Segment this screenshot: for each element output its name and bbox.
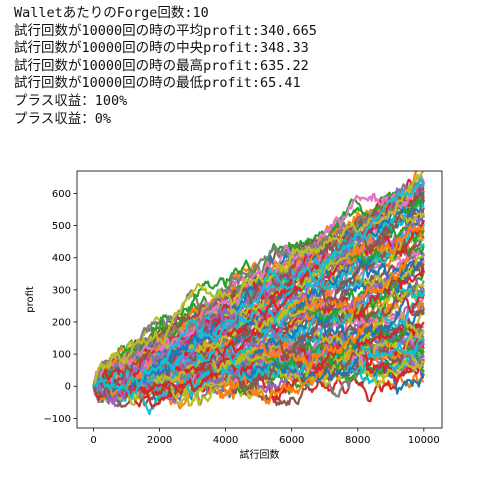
plus-profit-zero-line: プラス収益：0% bbox=[14, 110, 111, 127]
series-line bbox=[92, 177, 425, 392]
x-tick-label: 4000 bbox=[213, 435, 238, 446]
series-lines bbox=[92, 171, 425, 416]
median-profit-line: 試行回数が10000回の時の中央profit:348.33 bbox=[14, 40, 309, 57]
x-axis-label: 試行回数 bbox=[240, 448, 280, 461]
x-tick-label: 2000 bbox=[147, 435, 172, 446]
forge-count-line: WalletあたりのForge回数:10 bbox=[14, 5, 209, 21]
y-tick-label: 100 bbox=[52, 350, 71, 361]
y-axis-ticks: −100 0 100 200 300 400 500 600 bbox=[44, 189, 77, 425]
plot-frame bbox=[76, 170, 443, 429]
y-tick-label: 400 bbox=[52, 253, 71, 264]
cell-output: WalletあたりのForge回数:10 試行回数が10000回の時の平均pro… bbox=[14, 5, 474, 128]
min-profit-line: 試行回数が10000回の時の最低profit:65.41 bbox=[14, 75, 301, 92]
y-tick-label: 300 bbox=[52, 285, 71, 296]
mean-profit-line: 試行回数が10000回の時の平均profit:340.665 bbox=[14, 22, 317, 39]
series-line bbox=[92, 174, 425, 387]
y-tick-label: 600 bbox=[52, 189, 71, 200]
y-tick-label: −100 bbox=[44, 414, 71, 425]
max-profit-line: 試行回数が10000回の時の最高profit:635.22 bbox=[14, 57, 309, 74]
x-tick-label: 0 bbox=[90, 435, 96, 446]
x-tick-label: 6000 bbox=[279, 435, 304, 446]
x-tick-label: 8000 bbox=[345, 435, 370, 446]
y-tick-label: 500 bbox=[52, 221, 71, 232]
y-tick-label: 200 bbox=[52, 317, 71, 328]
x-axis-ticks: 0 2000 4000 6000 8000 10000 bbox=[90, 428, 440, 446]
y-axis-label: profit bbox=[25, 286, 36, 313]
x-tick-label: 10000 bbox=[408, 435, 440, 446]
series-line bbox=[92, 282, 425, 387]
plus-profit-ratio-line: プラス収益：100% bbox=[14, 92, 128, 109]
series-line bbox=[92, 171, 424, 387]
y-tick-label: 0 bbox=[65, 382, 71, 393]
